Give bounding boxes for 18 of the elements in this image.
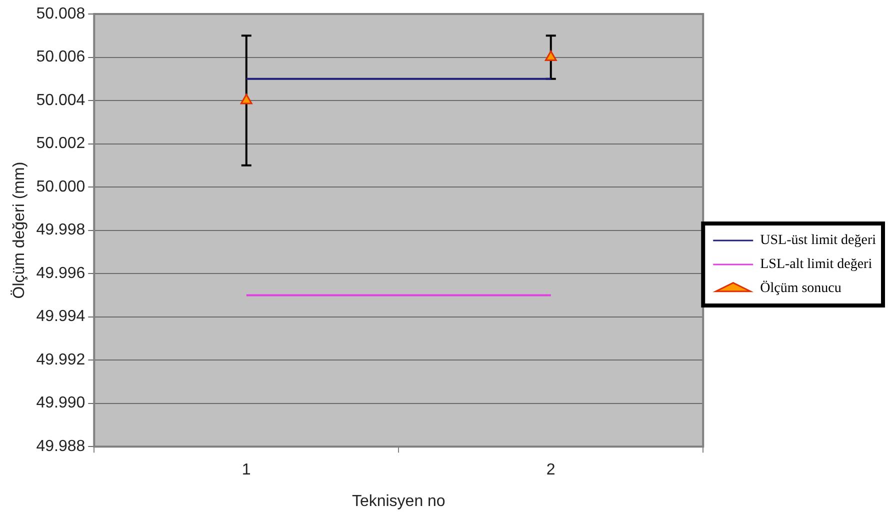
y-tick-label: 49.996 bbox=[36, 264, 86, 282]
x-axis-title: Teknisyen no bbox=[352, 492, 446, 510]
y-tick-label: 49.994 bbox=[36, 308, 86, 326]
x-tick-label: 2 bbox=[546, 462, 556, 479]
y-tick-label: 50.004 bbox=[36, 92, 86, 109]
y-tick-label: 49.988 bbox=[36, 438, 86, 456]
y-axis-title: Ölçüm değeri (mm) bbox=[10, 162, 28, 299]
legend-label: LSL-alt limit değeri bbox=[760, 257, 872, 272]
y-tick-label: 50.006 bbox=[36, 48, 86, 66]
y-tick-label: 50.002 bbox=[36, 135, 86, 152]
legend-label: USL-üst limit değeri bbox=[760, 233, 876, 248]
y-tick-label: 49.998 bbox=[36, 222, 86, 239]
x-tick-label: 1 bbox=[242, 462, 251, 479]
y-tick-label: 50.000 bbox=[36, 178, 86, 196]
y-tick-label: 49.992 bbox=[36, 351, 86, 368]
y-tick-label: 50.008 bbox=[36, 5, 86, 22]
y-tick-label: 49.990 bbox=[36, 394, 86, 412]
legend-label: Ölçüm sonucu bbox=[760, 280, 842, 296]
